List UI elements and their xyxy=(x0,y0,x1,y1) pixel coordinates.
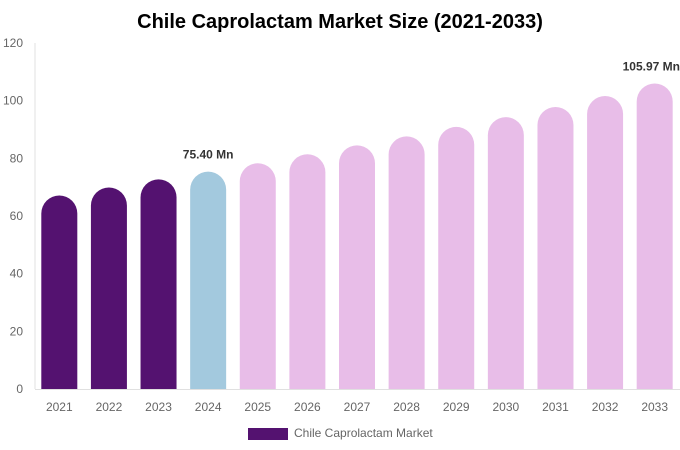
bar-2030 xyxy=(487,117,524,389)
y-tick-label: 40 xyxy=(10,267,24,281)
x-tick-label: 2021 xyxy=(46,400,73,414)
bar-2028 xyxy=(388,136,425,389)
bar-2026 xyxy=(289,154,326,389)
data-label: 105.97 Mn xyxy=(623,59,680,73)
y-tick-label: 0 xyxy=(16,382,23,396)
bar-2022 xyxy=(90,187,127,389)
bar-2029 xyxy=(438,126,475,389)
x-tick-label: 2025 xyxy=(244,400,271,414)
x-tick-label: 2026 xyxy=(294,400,321,414)
bar-2021 xyxy=(41,195,78,389)
y-tick-label: 80 xyxy=(10,151,24,165)
x-tick-label: 2022 xyxy=(96,400,123,414)
bar-2031 xyxy=(537,107,574,389)
x-tick-label: 2032 xyxy=(592,400,619,414)
chart-title: Chile Caprolactam Market Size (2021-2033… xyxy=(137,11,543,33)
data-label: 75.40 Mn xyxy=(183,148,234,162)
y-tick-label: 20 xyxy=(10,324,24,338)
y-tick-label: 100 xyxy=(3,94,23,108)
bar-2025 xyxy=(239,163,276,389)
bar-2024 xyxy=(190,171,227,389)
bar-2032 xyxy=(587,96,624,389)
bar-2023 xyxy=(140,179,177,389)
x-tick-label: 2028 xyxy=(393,400,420,414)
bar-2027 xyxy=(339,145,375,389)
x-tick-label: 2029 xyxy=(443,400,470,414)
x-tick-label: 2030 xyxy=(492,400,519,414)
x-tick-label: 2023 xyxy=(145,400,172,414)
legend-label: Chile Caprolactam Market xyxy=(294,426,433,440)
bar-2033 xyxy=(636,83,673,390)
y-tick-label: 60 xyxy=(10,209,24,223)
x-tick-label: 2031 xyxy=(542,400,569,414)
y-tick-label: 120 xyxy=(3,36,23,50)
x-tick-label: 2024 xyxy=(195,400,222,414)
legend-swatch xyxy=(248,428,288,440)
legend: Chile Caprolactam Market xyxy=(248,426,433,440)
x-tick-label: 2027 xyxy=(344,400,371,414)
x-tick-label: 2033 xyxy=(641,400,668,414)
